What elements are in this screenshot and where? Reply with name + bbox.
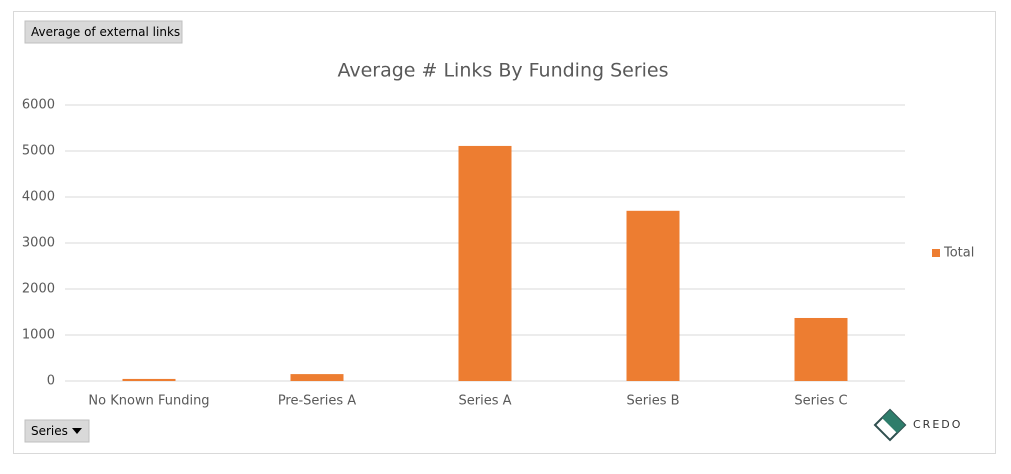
legend-swatch [932, 249, 940, 257]
bar [626, 210, 680, 381]
x-tick-label: No Known Funding [88, 394, 209, 409]
x-tick-label: Series A [458, 394, 511, 409]
y-tick-label: 2000 [22, 282, 55, 297]
bar [794, 317, 848, 381]
pivot-field-button[interactable]: Average of external links [24, 20, 183, 44]
bar [458, 145, 512, 381]
x-tick-label: Series B [626, 394, 679, 409]
logo-text: CREDO [913, 418, 962, 431]
x-tick-label: Series C [794, 394, 847, 409]
dropdown-arrow [72, 428, 82, 434]
legend-label: Total [943, 246, 974, 261]
logo: CREDO [873, 408, 962, 442]
y-tick-label: 0 [47, 374, 55, 389]
x-tick-label: Pre-Series A [278, 394, 356, 409]
button-label: Average of external links [31, 25, 180, 39]
bar [122, 378, 176, 381]
y-tick-label: 6000 [22, 98, 55, 113]
chart-title: Average # Links By Funding Series [337, 60, 668, 82]
logo-mark [882, 410, 905, 433]
y-tick-label: 4000 [22, 190, 55, 205]
y-tick-label: 1000 [22, 328, 55, 343]
bar [290, 374, 344, 381]
filter-button[interactable]: Series [24, 419, 90, 443]
button-background [24, 419, 90, 443]
button-background [24, 20, 183, 44]
button-label: Series [31, 424, 68, 438]
y-tick-label: 5000 [22, 144, 55, 159]
y-tick-label: 3000 [22, 236, 55, 251]
